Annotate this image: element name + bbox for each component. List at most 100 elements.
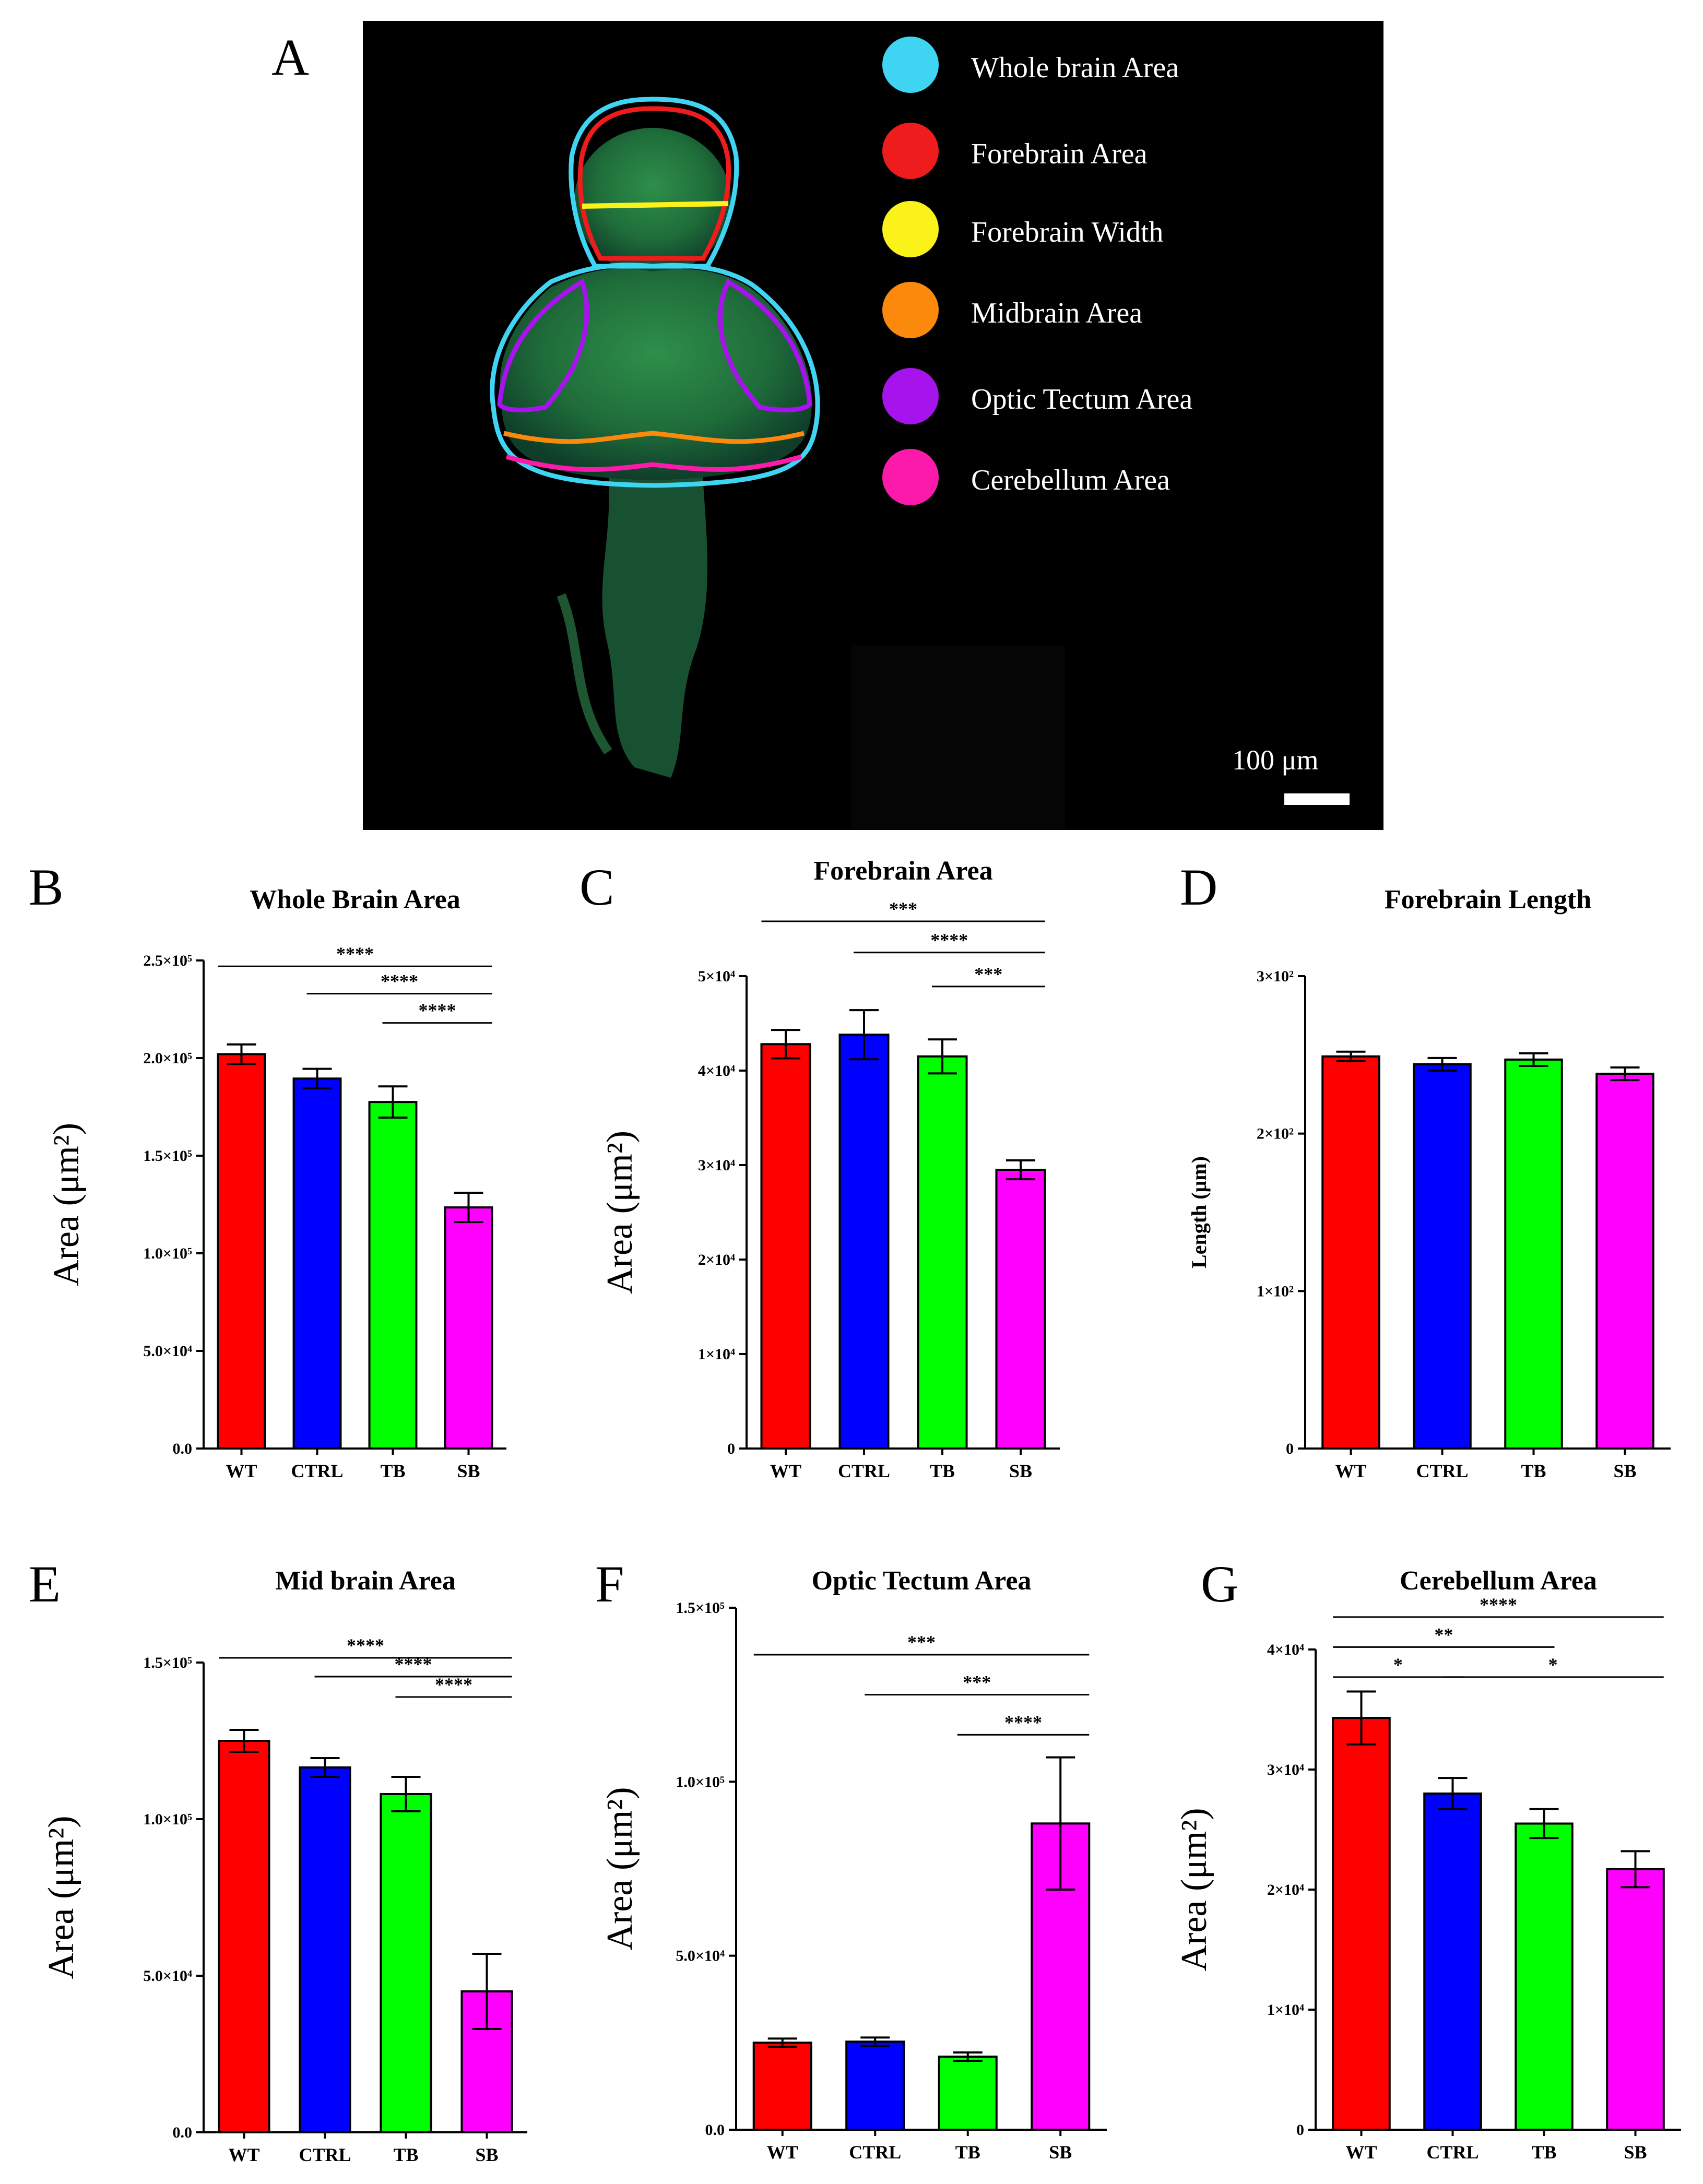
- significance-label: ****: [1480, 1594, 1517, 1615]
- error-bar-sb: [472, 1953, 502, 2030]
- bar-wt: [1321, 1055, 1380, 1450]
- significance-label: ****: [418, 1000, 456, 1021]
- x-tick-label: WT: [767, 2142, 798, 2163]
- x-tick-label: TB: [393, 2144, 418, 2165]
- error-bar-tb: [953, 2051, 983, 2062]
- legend-label-whole-brain: Whole brain Area: [971, 52, 1179, 84]
- chart-title: Mid brain Area: [275, 1566, 456, 1596]
- y-tick-label: 2×10⁴: [1267, 1881, 1304, 1898]
- y-tick-label: 1×10²: [1257, 1283, 1294, 1300]
- significance-label: ****: [347, 1635, 384, 1656]
- y-tick-label: 5.0×10⁴: [676, 1948, 725, 1965]
- panel-letter-f: F: [595, 1555, 624, 1613]
- bar-sb: [1595, 1073, 1654, 1450]
- x-tick-label: SB: [1624, 2142, 1647, 2163]
- x-tick-label: CTRL: [838, 1461, 890, 1481]
- significance-label: *: [1393, 1654, 1403, 1675]
- x-tick-label: TB: [930, 1461, 955, 1481]
- x-tick-label: SB: [475, 2144, 498, 2165]
- y-tick-label: 4×10⁴: [1267, 1641, 1304, 1658]
- bar-wt: [1332, 1717, 1391, 2131]
- bar-tb: [1504, 1058, 1563, 1450]
- chart-whole-brain-area: Whole Brain Area Area (μm²) 0.0 5.0×10⁴ 1.0×…: [46, 885, 506, 1481]
- significance-label: ****: [395, 1654, 432, 1675]
- x-tick-label: CTRL: [849, 2142, 901, 2163]
- chart-mid-brain-area: Mid brain Area Area (μm²) 0.0 5.0×10⁴ 1.0×10…: [41, 1566, 527, 2165]
- x-tick-label: SB: [1613, 1461, 1636, 1481]
- x-tick-label: SB: [1049, 2142, 1072, 2163]
- y-tick-label: 1.0×10⁵: [676, 1773, 725, 1790]
- y-tick-label: 3×10⁴: [698, 1157, 735, 1174]
- panel-letter-d: D: [1180, 858, 1218, 916]
- error-bar-tb: [391, 1776, 421, 1812]
- significance-label: *: [1548, 1654, 1558, 1675]
- y-tick-label: 2×10²: [1257, 1125, 1294, 1143]
- y-tick-label: 0.0: [173, 2124, 193, 2141]
- x-tick-label: WT: [770, 1461, 801, 1481]
- chart-title: Forebrain Area: [813, 856, 992, 886]
- y-axis-label: Area (μm²): [600, 1131, 640, 1294]
- legend-label-optic-tectum-area: Optic Tectum Area: [971, 383, 1193, 416]
- x-tick-label: CTRL: [1426, 2142, 1479, 2163]
- chart-cerebellum-area: Cerebellum Area Area (μm²) 0 1×10⁴ 2×10⁴ 3×10…: [1174, 1566, 1681, 2163]
- error-bar-wt: [1346, 1690, 1376, 1746]
- legend-dot-cerebellum-area: [882, 449, 939, 505]
- x-tick-label: TB: [380, 1461, 405, 1481]
- bar-ctrl: [292, 1077, 342, 1450]
- y-axis-label: Area (μm²): [600, 1787, 640, 1950]
- significance-label: ****: [336, 943, 374, 964]
- y-tick-label: 2.0×10⁵: [143, 1050, 192, 1067]
- significance-label: ****: [1004, 1712, 1042, 1732]
- significance-label: ***: [963, 1672, 991, 1693]
- legend-label-forebrain-width: Forebrain Width: [971, 216, 1164, 248]
- bar-wt: [218, 1740, 270, 2133]
- bar-sb: [995, 1169, 1046, 1450]
- significance-label: ***: [974, 964, 1002, 984]
- error-bar-sb: [1610, 1066, 1640, 1082]
- error-bar-tb: [1529, 1808, 1559, 1839]
- error-bar-wt: [1336, 1050, 1366, 1062]
- bar-ctrl: [838, 1034, 890, 1450]
- legend-dot-midbrain-area: [882, 282, 939, 338]
- significance-label: ****: [381, 971, 418, 992]
- error-bar-sb: [1621, 1850, 1650, 1889]
- error-bar-wt: [229, 1729, 259, 1753]
- panel-letter-g: G: [1201, 1555, 1239, 1613]
- bar-tb: [938, 2056, 998, 2131]
- error-bar-ctrl: [849, 1009, 879, 1061]
- chart-optic-tectum-area: Optic Tectum Area Area (μm²) 0.0 5.0×10⁴ 1.0…: [600, 1566, 1107, 2163]
- x-tick-label: TB: [1521, 1461, 1546, 1481]
- bar-ctrl: [299, 1766, 351, 2133]
- error-bar-wt: [767, 2037, 797, 2048]
- panel-letter-a: A: [271, 28, 310, 86]
- legend-dot-optic-tectum-area: [882, 368, 939, 424]
- y-axis-label: Area (μm²): [41, 1815, 81, 1979]
- scale-bar: [1284, 793, 1350, 805]
- error-bar-ctrl: [310, 1757, 340, 1778]
- x-tick-label: WT: [228, 2144, 259, 2165]
- y-tick-label: 1.5×10⁵: [676, 1599, 725, 1617]
- legend-dot-whole-brain: [882, 37, 939, 93]
- y-tick-label: 0: [727, 1440, 735, 1457]
- y-tick-label: 1.5×10⁵: [143, 1654, 192, 1671]
- y-tick-label: 0: [1286, 1440, 1294, 1457]
- legend-label-forebrain-area: Forebrain Area: [971, 138, 1148, 170]
- x-tick-label: SB: [457, 1461, 480, 1481]
- bar-ctrl: [1423, 1793, 1482, 2131]
- brain-illustration: [490, 97, 1065, 830]
- y-tick-label: 5×10⁴: [698, 968, 735, 985]
- error-bar-tb: [1519, 1052, 1548, 1067]
- error-bar-ctrl: [1427, 1057, 1457, 1072]
- y-tick-label: 2×10⁴: [698, 1251, 735, 1268]
- error-bar-ctrl: [860, 2036, 890, 2047]
- y-tick-label: 3×10⁴: [1267, 1761, 1304, 1778]
- x-tick-label: WT: [1345, 2142, 1377, 2163]
- significance-label: ***: [889, 898, 917, 919]
- error-bar-sb: [1046, 1756, 1075, 1891]
- x-tick-label: CTRL: [1416, 1461, 1468, 1481]
- chart-forebrain-length: Forebrain Length Length (μm) 0 1×10² 2×10² 3×…: [1187, 885, 1671, 1481]
- legend-dot-forebrain-area: [882, 123, 939, 179]
- chart-forebrain-area: Forebrain Area Area (μm²) 0 1×10⁴ 2×10⁴ 3×10⁴…: [600, 856, 1060, 1481]
- y-axis-label: Area (μm²): [1174, 1808, 1214, 1971]
- chart-title: Optic Tectum Area: [812, 1566, 1032, 1596]
